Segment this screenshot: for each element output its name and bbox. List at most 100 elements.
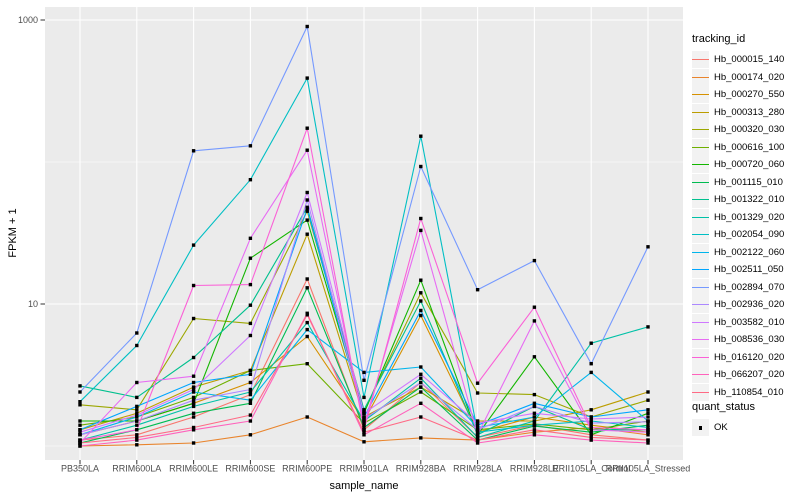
legend-entry-label: Hb_000720_060 xyxy=(714,159,785,171)
data-point xyxy=(191,374,196,378)
data-point xyxy=(646,441,650,445)
legend-entry-Hb_000270_550: Hb_000270_550 xyxy=(692,86,784,104)
legend-key-box xyxy=(692,296,709,314)
data-point xyxy=(532,430,537,434)
legend-entry-Hb_110854_010: Hb_110854_010 xyxy=(692,383,784,402)
data-point xyxy=(589,428,593,432)
data-point xyxy=(248,144,253,148)
legend-key-line xyxy=(692,111,709,113)
data-point xyxy=(248,236,253,240)
data-point xyxy=(419,164,423,169)
data-point xyxy=(191,316,196,321)
data-point xyxy=(589,425,593,430)
data-point xyxy=(135,428,139,432)
data-point xyxy=(248,372,253,376)
data-point xyxy=(646,398,650,402)
legend-key-line xyxy=(692,146,709,148)
data-point xyxy=(135,419,139,423)
legend-key-box xyxy=(692,419,709,437)
data-point xyxy=(532,415,537,419)
data-point xyxy=(78,444,82,448)
data-point xyxy=(419,291,423,295)
data-point xyxy=(646,423,650,427)
data-point xyxy=(191,149,196,153)
data-point xyxy=(475,381,480,385)
legend-key-box xyxy=(692,278,709,296)
data-point xyxy=(646,245,650,249)
legend-entry-Hb_000616_100: Hb_000616_100 xyxy=(692,138,784,157)
data-point xyxy=(248,401,253,405)
data-point xyxy=(191,411,196,415)
data-point xyxy=(78,403,82,407)
data-point xyxy=(646,411,650,415)
data-point xyxy=(532,419,537,423)
data-layer xyxy=(78,24,650,448)
data-point xyxy=(78,419,82,423)
data-point xyxy=(78,430,82,434)
axis-layer: 1000 10 PB350LA RRIM600LA RRIM600LE RRIM600SE… xyxy=(18,15,690,474)
data-point xyxy=(589,435,593,440)
data-point xyxy=(135,395,139,400)
data-point xyxy=(305,76,309,80)
data-point xyxy=(78,390,82,394)
legend-entry-label: Hb_000320_030 xyxy=(714,124,785,136)
data-point xyxy=(419,390,423,394)
data-point xyxy=(646,428,650,432)
data-point xyxy=(191,283,196,288)
data-point xyxy=(191,390,196,394)
data-point xyxy=(419,436,423,440)
data-point xyxy=(305,218,309,222)
data-point xyxy=(305,334,309,339)
data-point xyxy=(419,308,423,313)
data-point xyxy=(646,430,650,434)
legend-entry-Hb_002894_070: Hb_002894_070 xyxy=(692,278,784,297)
data-point xyxy=(589,341,593,345)
data-point xyxy=(475,288,480,292)
data-point xyxy=(191,404,196,409)
data-point xyxy=(305,24,309,29)
data-point xyxy=(305,286,309,290)
data-point xyxy=(419,313,423,318)
legend-key-line xyxy=(692,129,709,131)
legend-key-line xyxy=(692,321,709,323)
legend-entry-Hb_002122_060: Hb_002122_060 xyxy=(692,243,784,262)
legend-entry-label: Hb_000313_280 xyxy=(714,106,785,118)
data-point xyxy=(135,415,139,419)
legend-key-line xyxy=(692,286,709,288)
legend-tracking-id: tracking_id Hb_000015_140 Hb_000174_020 Hb… xyxy=(692,32,784,401)
legend-key-line xyxy=(692,59,709,61)
data-point xyxy=(135,435,139,440)
data-point xyxy=(362,430,366,434)
data-point xyxy=(362,425,366,430)
data-point xyxy=(78,400,82,404)
data-point xyxy=(135,423,139,427)
legend-key-line xyxy=(692,234,709,236)
legend-key-line xyxy=(692,269,709,271)
data-point xyxy=(589,430,593,434)
data-point xyxy=(248,433,253,437)
data-point xyxy=(305,320,309,325)
legend-entry-Hb_001322_010: Hb_001322_010 xyxy=(692,191,784,209)
data-point xyxy=(362,428,366,432)
legend-entry-Hb_000720_060: Hb_000720_060 xyxy=(692,156,784,174)
legend-key-box xyxy=(692,313,709,331)
data-point xyxy=(362,423,366,427)
data-point xyxy=(532,433,537,437)
data-point xyxy=(589,417,593,421)
legend-entry-label: Hb_000270_550 xyxy=(714,89,785,101)
data-point xyxy=(532,423,537,427)
data-point xyxy=(646,433,650,437)
data-point xyxy=(646,420,650,424)
data-point xyxy=(191,441,196,445)
legend-entry-Hb_001115_010: Hb_001115_010 xyxy=(692,173,784,192)
data-point xyxy=(589,421,593,425)
data-point xyxy=(362,378,366,382)
data-point xyxy=(532,401,537,405)
data-point xyxy=(475,391,480,395)
legend-key-box xyxy=(692,68,709,86)
data-point xyxy=(305,232,309,236)
data-point xyxy=(419,216,423,221)
x-tick-label-PB350LA: PB350LA xyxy=(61,464,99,474)
data-point xyxy=(135,380,139,385)
legend-entry-Hb_002511_050: Hb_002511_050 xyxy=(692,261,784,279)
